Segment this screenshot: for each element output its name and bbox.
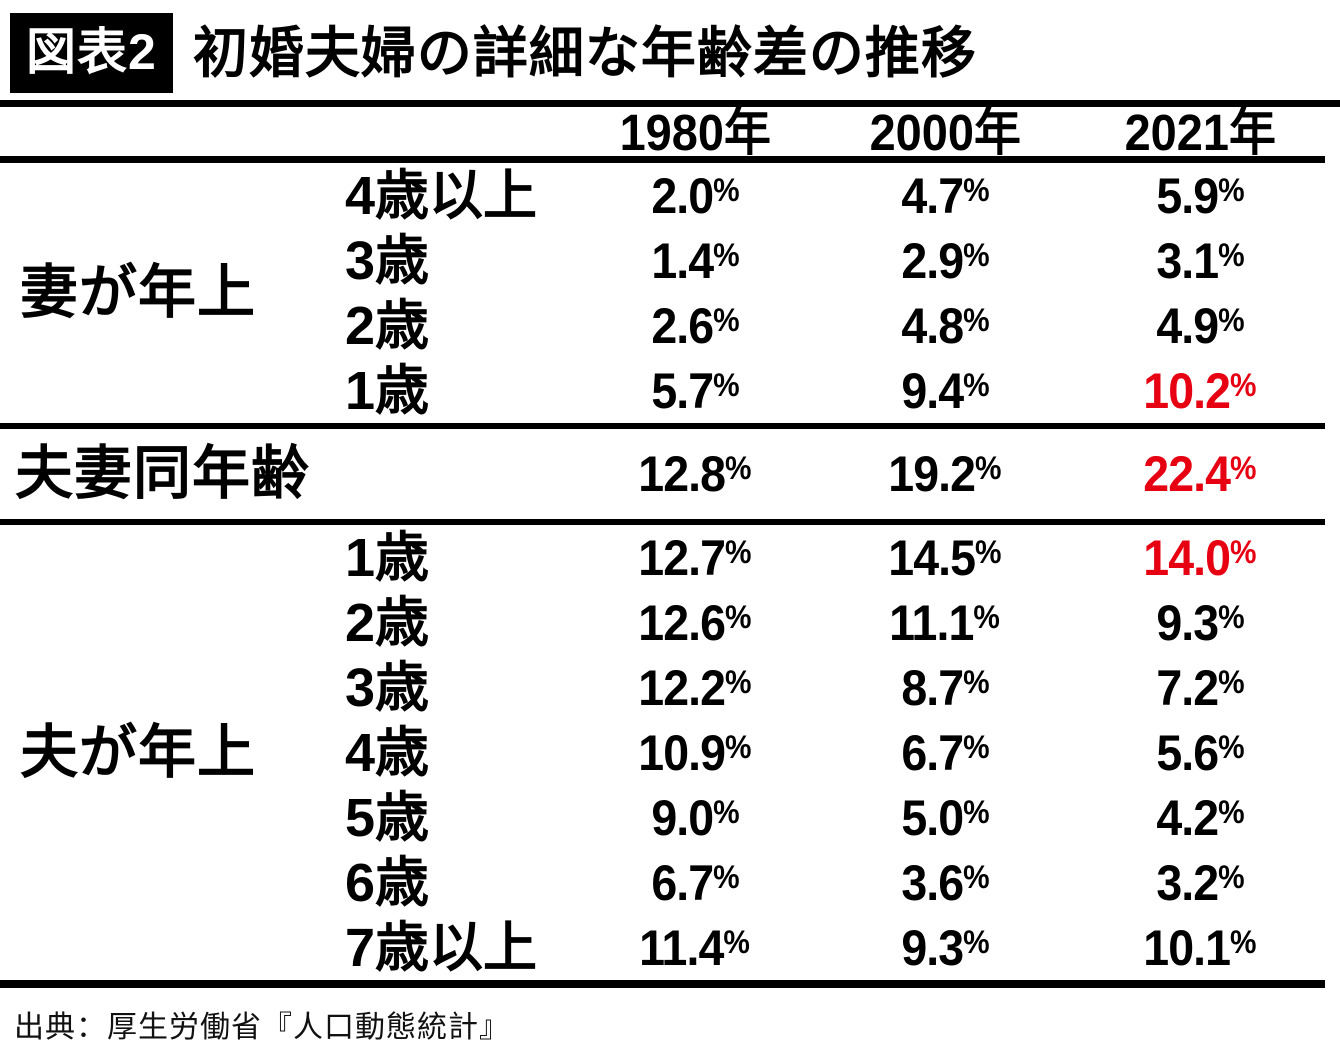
value-cell-2000: 5.0%: [900, 789, 990, 846]
value-cell-2021: 4.9%: [1155, 297, 1245, 354]
section-label-wife-older: 妻が年上: [20, 260, 257, 325]
value-cell-2021: 10.1%: [1143, 919, 1257, 976]
value-cell-2021: 4.2%: [1155, 789, 1245, 846]
value-cell-2021: 3.2%: [1155, 854, 1245, 911]
value-cell-2021: 3.1%: [1155, 232, 1245, 289]
age-label: 4歳: [345, 722, 430, 783]
section-label-same-age: 夫妻同年齢: [15, 441, 311, 506]
figure-number-badge: 図表2: [10, 13, 173, 93]
value-cell-2021-highlighted: 14.0%: [1143, 529, 1257, 586]
column-header-1980: 1980年: [575, 107, 815, 158]
section-wife-older: 妻が年上 4歳以上 2.0% 4.7% 5.9% 3歳 1.4% 2.9% 3.…: [0, 163, 1325, 429]
value-cell-2000: 4.8%: [900, 297, 990, 354]
value-cell-2021: 9.3%: [1155, 594, 1245, 651]
value-cell-1980: 6.7%: [650, 854, 740, 911]
age-label: 2歳: [345, 295, 430, 356]
value-cell-1980: 10.9%: [638, 724, 752, 781]
source-note: 出典：厚生労働省『人口動態統計』: [14, 1011, 510, 1042]
value-cell-1980: 2.0%: [650, 167, 740, 224]
age-label: 1歳: [345, 527, 430, 588]
value-cell-2000: 3.6%: [900, 854, 990, 911]
figure-title: 初婚夫婦の詳細な年齢差の推移: [192, 21, 977, 84]
section-label-husband-older: 夫が年上: [20, 719, 257, 785]
value-cell-2000: 4.7%: [900, 167, 990, 224]
value-cell-2021-highlighted: 10.2%: [1143, 362, 1257, 419]
age-label: 1歳: [345, 360, 430, 421]
value-cell-2021: 5.6%: [1155, 724, 1245, 781]
value-cell-2000: 19.2%: [888, 446, 1002, 502]
column-header-2000: 2000年: [815, 107, 1075, 158]
section-husband-older: 夫が年上 1歳 12.7% 14.5% 14.0% 2歳 12.6% 11.1%…: [0, 525, 1325, 988]
column-header-2021: 2021年: [1075, 107, 1325, 158]
age-label: 3歳: [345, 230, 430, 291]
value-cell-2000: 9.4%: [900, 362, 990, 419]
value-cell-2021-highlighted: 22.4%: [1143, 446, 1257, 502]
age-gap-table: 1980年 2000年 2021年 妻が年上 4歳以上 2.0% 4.7% 5.…: [0, 100, 1340, 988]
value-cell-2000: 2.9%: [900, 232, 990, 289]
age-label: 2歳: [345, 592, 430, 653]
age-label: 3歳: [345, 657, 430, 718]
column-header-1980-label: 1980年: [619, 104, 771, 161]
value-cell-1980: 9.0%: [650, 789, 740, 846]
figure-header: 図表2 初婚夫婦の詳細な年齢差の推移: [0, 0, 1340, 100]
age-label: 4歳以上: [345, 165, 538, 226]
value-cell-1980: 12.2%: [638, 659, 752, 716]
column-header-2021-label: 2021年: [1124, 104, 1276, 161]
value-cell-2000: 8.7%: [900, 659, 990, 716]
value-cell-1980: 12.6%: [638, 594, 752, 651]
value-cell-1980: 5.7%: [650, 362, 740, 419]
value-cell-2021: 7.2%: [1155, 659, 1245, 716]
age-label: 5歳: [345, 787, 430, 848]
value-cell-2021: 5.9%: [1155, 167, 1245, 224]
section-same-age: 夫妻同年齢 12.8% 19.2% 22.4%: [0, 429, 1325, 525]
value-cell-2000: 6.7%: [900, 724, 990, 781]
value-cell-1980: 12.7%: [638, 529, 752, 586]
value-cell-1980: 12.8%: [638, 446, 752, 502]
value-cell-2000: 11.1%: [889, 594, 1001, 651]
age-label: 6歳: [345, 852, 430, 913]
table-header-row: 1980年 2000年 2021年: [0, 107, 1325, 163]
value-cell-1980: 2.6%: [650, 297, 740, 354]
value-cell-2000: 14.5%: [888, 529, 1002, 586]
value-cell-1980: 1.4%: [650, 232, 740, 289]
age-label: 7歳以上: [345, 917, 538, 978]
value-cell-1980: 11.4%: [639, 919, 751, 976]
column-header-2000-label: 2000年: [869, 104, 1021, 161]
value-cell-2000: 9.3%: [900, 919, 990, 976]
